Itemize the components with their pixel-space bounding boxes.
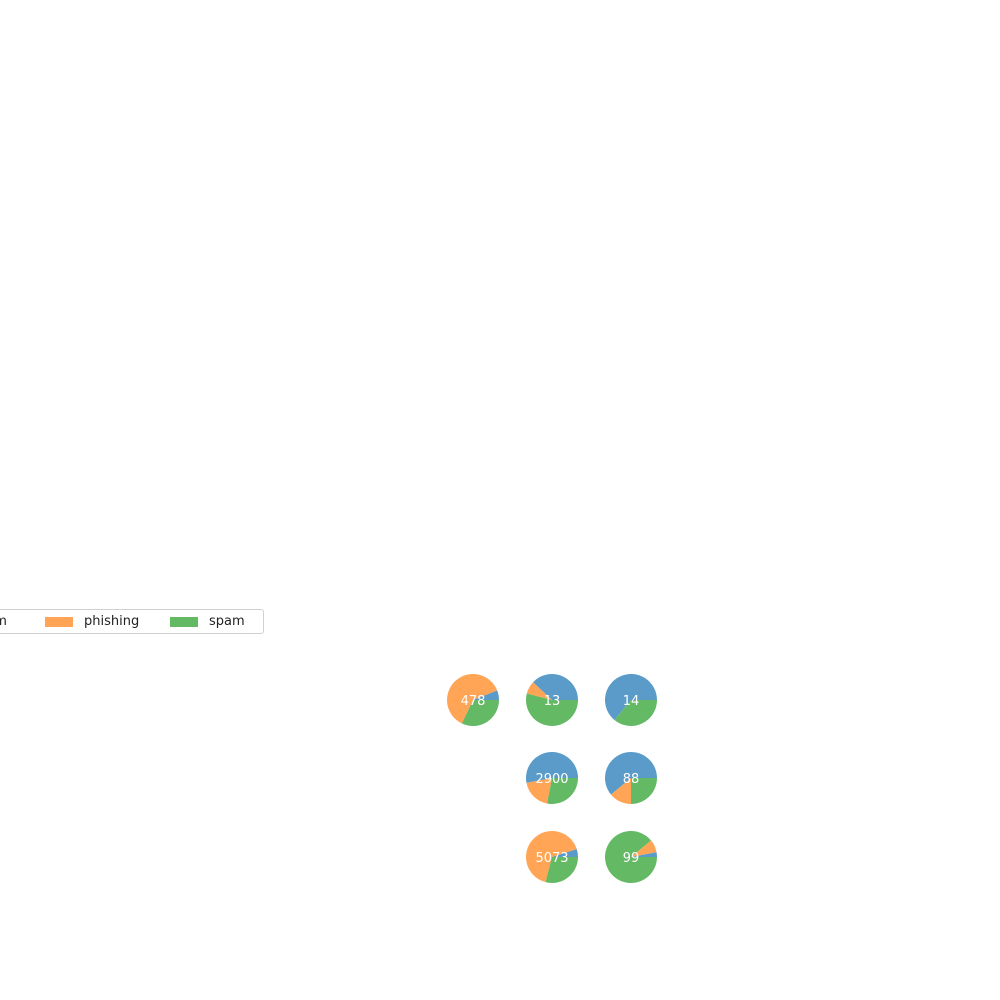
pie-label: 13 bbox=[544, 694, 561, 709]
legend-swatch-spam bbox=[170, 616, 198, 627]
pie-slice-ham bbox=[605, 673, 657, 721]
pie-slice-spam bbox=[547, 778, 578, 804]
pie-label: 14 bbox=[623, 694, 640, 709]
pie-slice-spam bbox=[631, 778, 657, 804]
legend-item-ham: ham bbox=[0, 610, 7, 633]
pie-slice-phishing bbox=[610, 778, 631, 804]
legend-label-spam: spam bbox=[209, 614, 245, 629]
pie-slice-spam bbox=[545, 857, 578, 883]
pie-2900: 2900 bbox=[526, 752, 578, 804]
pie-slice-phishing bbox=[631, 840, 657, 857]
pie-slice-ham bbox=[473, 690, 499, 700]
legend-item-spam: spam bbox=[170, 610, 245, 633]
legend: ham phishing spam bbox=[0, 609, 264, 634]
pie-label: 2900 bbox=[535, 772, 568, 787]
pie-label: 478 bbox=[461, 694, 486, 709]
legend-swatch-phishing bbox=[45, 616, 73, 627]
pie-slice-spam bbox=[614, 700, 657, 726]
pie-88: 88 bbox=[605, 752, 657, 804]
pie-13: 13 bbox=[526, 674, 578, 726]
pie-slice-ham bbox=[631, 852, 657, 857]
pie-slice-ham bbox=[552, 848, 578, 857]
legend-label-phishing: phishing bbox=[84, 614, 140, 629]
pie-slice-ham bbox=[533, 674, 578, 700]
pie-99: 99 bbox=[605, 831, 657, 884]
pie-slice-spam bbox=[461, 700, 500, 726]
pie-478: 478 bbox=[447, 674, 500, 726]
pie-slice-ham bbox=[605, 752, 657, 795]
pie-label: 99 bbox=[623, 851, 640, 866]
pie-label: 5073 bbox=[535, 851, 568, 866]
pie-14: 14 bbox=[605, 673, 657, 726]
legend-item-phishing: phishing bbox=[45, 610, 139, 633]
pie-slice-spam bbox=[605, 831, 657, 884]
pie-5073: 5073 bbox=[526, 830, 578, 883]
pie-slice-phishing bbox=[526, 682, 552, 700]
pie-slice-spam bbox=[526, 693, 578, 726]
pie-slice-ham bbox=[526, 752, 578, 783]
pie-slice-phishing bbox=[447, 674, 498, 724]
pie-slice-phishing bbox=[526, 830, 577, 883]
pie-slice-phishing bbox=[526, 778, 552, 804]
legend-label-ham: ham bbox=[0, 614, 7, 629]
pie-label: 88 bbox=[623, 772, 640, 787]
